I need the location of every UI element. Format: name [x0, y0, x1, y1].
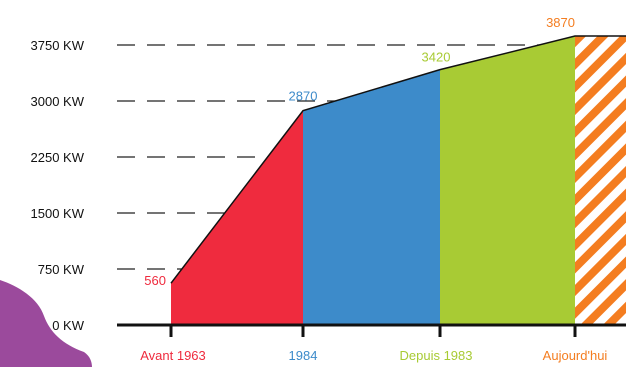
- area-segment-2: [303, 69, 440, 325]
- area-segment-4-hatched: [575, 36, 626, 325]
- data-label: 3870: [546, 15, 575, 30]
- area-segment-3: [440, 36, 575, 325]
- x-category-label: Depuis 1983: [400, 348, 473, 363]
- area-segment-1: [171, 110, 303, 325]
- decorative-blob: [0, 280, 92, 367]
- data-label: 560: [144, 273, 166, 288]
- y-tick-label: 2250 KW: [31, 150, 85, 165]
- y-tick-label: 3000 KW: [31, 94, 85, 109]
- series-line: [170, 35, 626, 284]
- y-tick-label: 750 KW: [38, 262, 85, 277]
- data-label: 2870: [289, 89, 318, 104]
- data-label: 3420: [422, 50, 451, 65]
- y-tick-label: 3750 KW: [31, 38, 85, 53]
- x-category-label: 1984: [289, 348, 318, 363]
- x-category-label: Aujourd'hui: [543, 348, 608, 363]
- x-category-label: Avant 1963: [140, 348, 206, 363]
- y-tick-label: 1500 KW: [31, 206, 85, 221]
- y-tick-label: 0 KW: [52, 318, 85, 333]
